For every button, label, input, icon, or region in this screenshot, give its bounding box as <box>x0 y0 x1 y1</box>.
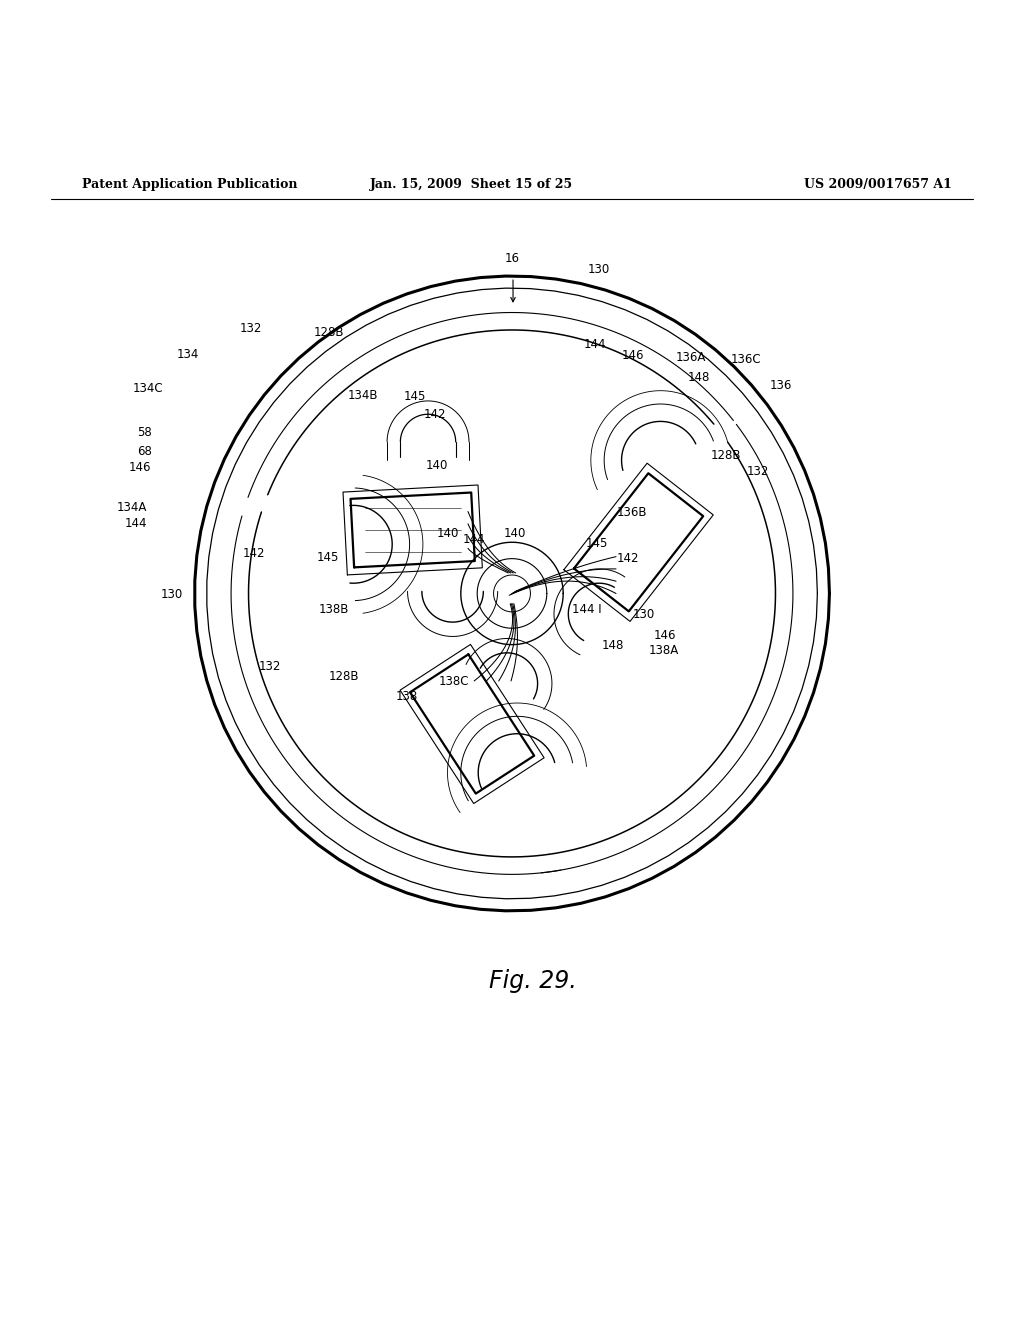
Text: US 2009/0017657 A1: US 2009/0017657 A1 <box>805 178 952 191</box>
Text: 58: 58 <box>137 426 152 440</box>
Text: 145: 145 <box>586 537 608 549</box>
Text: 136C: 136C <box>731 354 762 367</box>
Text: 144: 144 <box>463 533 485 545</box>
Text: 130: 130 <box>161 587 183 601</box>
Text: 142: 142 <box>424 408 446 421</box>
Text: 134A: 134A <box>117 500 147 513</box>
Text: 128B: 128B <box>313 326 344 339</box>
Text: 128B: 128B <box>711 449 741 462</box>
Text: 142: 142 <box>616 552 639 565</box>
Text: 145: 145 <box>316 552 339 564</box>
Text: 144 I: 144 I <box>572 603 602 616</box>
Text: Fig. 29.: Fig. 29. <box>488 969 577 993</box>
Text: 68: 68 <box>136 445 152 458</box>
Text: 132: 132 <box>746 465 769 478</box>
Text: 16: 16 <box>505 252 519 265</box>
Text: 130: 130 <box>633 609 655 622</box>
Text: 140: 140 <box>436 527 459 540</box>
Text: 136: 136 <box>770 379 793 392</box>
Text: 145: 145 <box>403 391 426 404</box>
Text: 134B: 134B <box>348 389 379 403</box>
Text: 148: 148 <box>602 639 625 652</box>
Text: Patent Application Publication: Patent Application Publication <box>82 178 297 191</box>
Text: 128B: 128B <box>329 669 359 682</box>
Text: 134: 134 <box>176 348 199 362</box>
Text: 140: 140 <box>426 459 449 473</box>
Text: 130: 130 <box>588 264 610 276</box>
Text: 146: 146 <box>622 350 644 363</box>
Text: 136A: 136A <box>676 351 707 364</box>
Text: 132: 132 <box>258 660 281 673</box>
Text: 140: 140 <box>504 527 526 540</box>
Text: 146: 146 <box>653 628 676 642</box>
Text: 144: 144 <box>125 517 147 531</box>
Text: 144: 144 <box>584 338 606 351</box>
Text: 132: 132 <box>240 322 262 335</box>
Text: 138B: 138B <box>318 603 349 616</box>
Text: 134C: 134C <box>132 383 163 395</box>
Text: Jan. 15, 2009  Sheet 15 of 25: Jan. 15, 2009 Sheet 15 of 25 <box>370 178 572 191</box>
Text: 148: 148 <box>688 371 711 384</box>
Text: 138: 138 <box>395 690 418 704</box>
Text: 142: 142 <box>243 546 265 560</box>
Text: 146: 146 <box>129 461 152 474</box>
Text: 138A: 138A <box>648 644 679 657</box>
Text: 138C: 138C <box>438 675 469 688</box>
Text: 136B: 136B <box>616 506 647 519</box>
